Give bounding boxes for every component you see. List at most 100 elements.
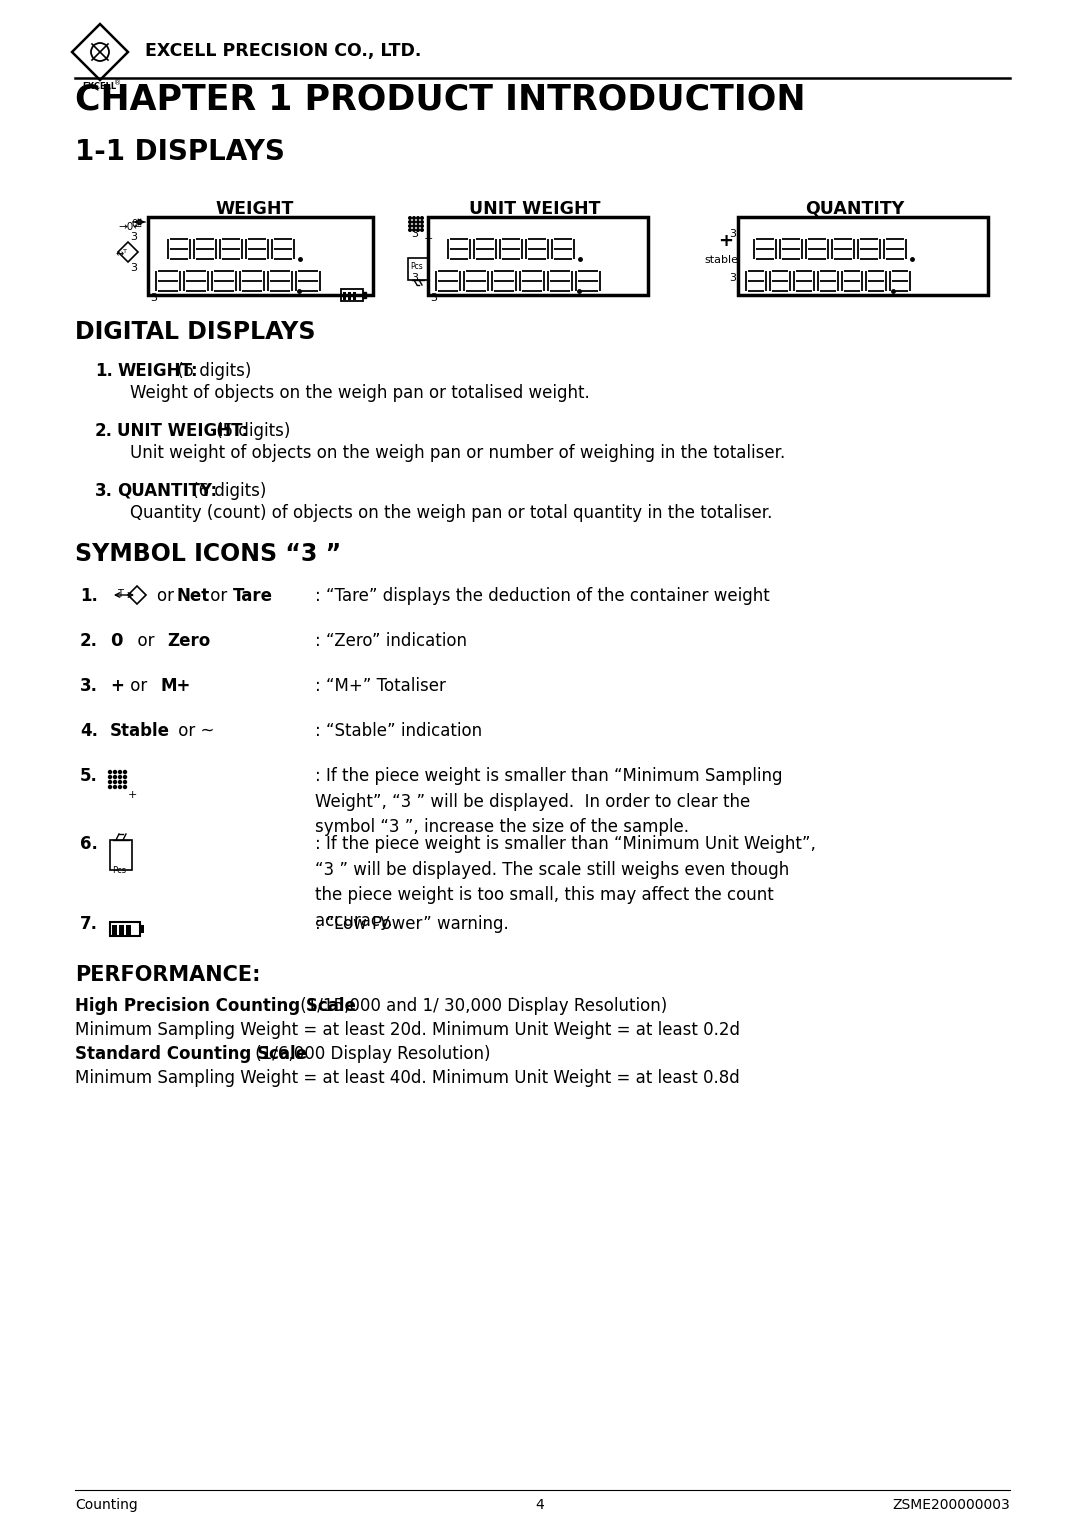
- Circle shape: [119, 771, 121, 774]
- Text: : “Zero” indication: : “Zero” indication: [315, 632, 467, 650]
- Text: Standard Counting Scale: Standard Counting Scale: [75, 1045, 307, 1064]
- Text: UNIT WEIGHT: UNIT WEIGHT: [469, 200, 600, 218]
- Text: →0←: →0←: [118, 221, 141, 232]
- Bar: [119, 925, 124, 935]
- Circle shape: [113, 786, 117, 789]
- Circle shape: [413, 221, 416, 223]
- Text: Pcs: Pcs: [112, 865, 126, 874]
- Text: QUANTITY: QUANTITY: [806, 200, 905, 218]
- Circle shape: [421, 229, 423, 232]
- Text: 3: 3: [130, 232, 137, 243]
- Text: 7.: 7.: [80, 916, 98, 932]
- Circle shape: [417, 217, 419, 220]
- Text: : “Low Power” warning.: : “Low Power” warning.: [315, 916, 509, 932]
- Circle shape: [421, 217, 423, 220]
- Circle shape: [119, 775, 121, 778]
- Text: : If the piece weight is smaller than “Minimum Sampling
Weight”, “3 ” will be di: : If the piece weight is smaller than “M…: [315, 768, 783, 836]
- Text: ZSME200000003: ZSME200000003: [892, 1499, 1010, 1512]
- Text: 3.: 3.: [95, 482, 113, 501]
- Circle shape: [413, 224, 416, 227]
- Text: 1.: 1.: [80, 588, 98, 604]
- Text: 0: 0: [110, 632, 122, 650]
- Bar: [112, 925, 117, 935]
- Circle shape: [408, 221, 411, 223]
- Text: 3: 3: [729, 229, 735, 240]
- Text: Tare: Tare: [233, 588, 273, 604]
- Text: Stable: Stable: [110, 722, 170, 740]
- Circle shape: [119, 780, 121, 783]
- Text: T: T: [117, 589, 123, 600]
- Text: 3: 3: [729, 273, 735, 282]
- Text: or: or: [205, 588, 232, 604]
- Circle shape: [408, 217, 411, 220]
- Text: +: +: [110, 678, 124, 694]
- Circle shape: [113, 780, 117, 783]
- Circle shape: [108, 786, 111, 789]
- Bar: [353, 291, 356, 301]
- Text: +: +: [424, 233, 433, 244]
- Text: stable: stable: [704, 255, 738, 266]
- Text: : “M+” Totaliser: : “M+” Totaliser: [315, 678, 446, 694]
- Text: : “Tare” displays the deduction of the container weight: : “Tare” displays the deduction of the c…: [315, 588, 770, 604]
- Circle shape: [421, 224, 423, 227]
- Text: 2.: 2.: [80, 632, 98, 650]
- Bar: [738, 217, 988, 295]
- Text: 4: 4: [536, 1499, 544, 1512]
- Bar: [428, 217, 648, 295]
- Text: M+: M+: [160, 678, 190, 694]
- Circle shape: [421, 221, 423, 223]
- Circle shape: [113, 771, 117, 774]
- Text: or: or: [127, 632, 160, 650]
- Text: Weight of objects on the weigh pan or totalised weight.: Weight of objects on the weigh pan or to…: [130, 385, 590, 401]
- Text: High Precision Counting Scale: High Precision Counting Scale: [75, 996, 356, 1015]
- Text: +: +: [129, 790, 137, 800]
- Circle shape: [119, 786, 121, 789]
- Text: DIGITAL DISPLAYS: DIGITAL DISPLAYS: [75, 320, 315, 343]
- Text: 3.: 3.: [80, 678, 98, 694]
- Text: : If the piece weight is smaller than “Minimum Unit Weight”,
“3 ” will be displa: : If the piece weight is smaller than “M…: [315, 835, 815, 931]
- Text: 1-1 DISPLAYS: 1-1 DISPLAYS: [75, 137, 285, 166]
- Text: Counting: Counting: [75, 1499, 138, 1512]
- Text: : “Stable” indication: : “Stable” indication: [315, 722, 482, 740]
- Text: 2.: 2.: [95, 423, 113, 439]
- Circle shape: [108, 771, 111, 774]
- Text: 3: 3: [150, 293, 157, 304]
- Bar: [343, 291, 346, 301]
- Circle shape: [123, 786, 126, 789]
- Text: or: or: [125, 678, 152, 694]
- Text: (5 digits): (5 digits): [172, 362, 251, 380]
- Text: Quantity (count) of objects on the weigh pan or total quantity in the totaliser.: Quantity (count) of objects on the weigh…: [130, 504, 772, 522]
- Text: Unit weight of objects on the weigh pan or number of weighing in the totaliser.: Unit weight of objects on the weigh pan …: [130, 444, 785, 462]
- Text: (5 digits): (5 digits): [211, 423, 289, 439]
- Text: 5.: 5.: [80, 768, 98, 784]
- Circle shape: [123, 771, 126, 774]
- Text: or ~: or ~: [173, 722, 215, 740]
- Text: 4.: 4.: [80, 722, 98, 740]
- Bar: [341, 288, 363, 301]
- Bar: [363, 291, 366, 298]
- Circle shape: [413, 229, 416, 232]
- Text: 0: 0: [131, 220, 137, 229]
- Bar: [148, 217, 373, 295]
- Circle shape: [108, 775, 111, 778]
- Text: SYMBOL ICONS “3 ”: SYMBOL ICONS “3 ”: [75, 542, 341, 566]
- Text: WEIGHT:: WEIGHT:: [117, 362, 198, 380]
- Circle shape: [408, 229, 411, 232]
- Text: ®: ®: [114, 79, 121, 85]
- Text: 3: 3: [411, 273, 418, 282]
- Bar: [140, 925, 144, 932]
- Circle shape: [108, 780, 111, 783]
- Text: EXCELL: EXCELL: [82, 82, 117, 92]
- Circle shape: [413, 217, 416, 220]
- Bar: [348, 291, 351, 301]
- Text: QUANTITY:: QUANTITY:: [117, 482, 217, 501]
- Text: 3: 3: [411, 229, 418, 240]
- Text: WEIGHT: WEIGHT: [216, 200, 294, 218]
- Text: 3: 3: [430, 293, 437, 304]
- Text: (1/15,000 and 1/ 30,000 Display Resolution): (1/15,000 and 1/ 30,000 Display Resoluti…: [296, 996, 667, 1015]
- Text: PERFORMANCE:: PERFORMANCE:: [75, 964, 260, 984]
- Text: Net: Net: [177, 588, 211, 604]
- Circle shape: [417, 229, 419, 232]
- Circle shape: [123, 780, 126, 783]
- Text: UNIT WEIGHT:: UNIT WEIGHT:: [117, 423, 248, 439]
